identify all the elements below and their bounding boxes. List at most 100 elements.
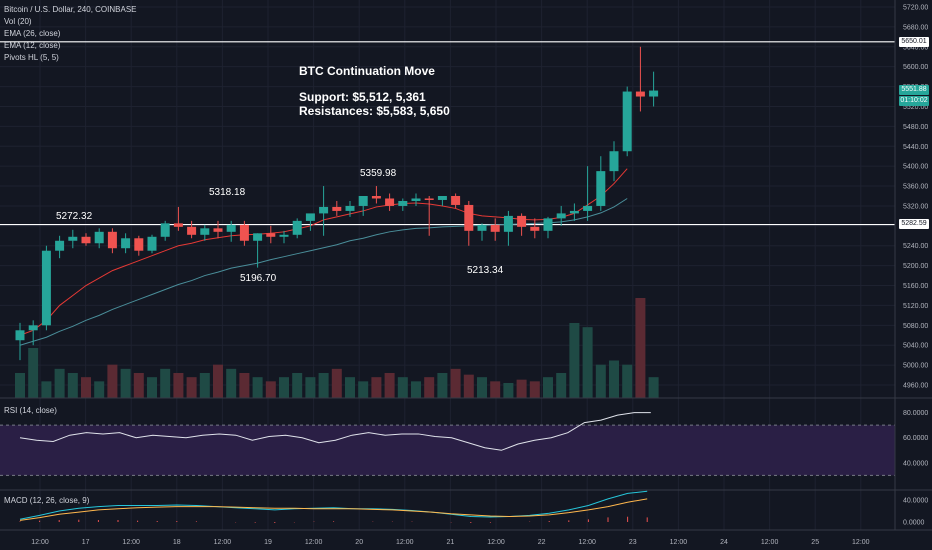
volume-bar <box>397 377 408 398</box>
candle-body <box>503 215 513 232</box>
price-axis-label: 5520.00 <box>903 104 928 111</box>
candle-body <box>239 224 249 241</box>
volume-bar <box>635 298 646 398</box>
volume-bar <box>41 381 52 398</box>
time-axis-label: 24 <box>720 539 728 546</box>
price-axis-label: 5040.00 <box>903 343 928 350</box>
volume-bar <box>331 368 342 398</box>
rsi-axis-label: 40.0000 <box>903 460 928 467</box>
volume-bar <box>147 377 157 398</box>
horizontal-lines[interactable] <box>0 41 895 226</box>
chart-legend: Bitcoin / U.S. Dollar, 240, COINBASE Vol… <box>4 4 137 64</box>
price-axis-label: 5480.00 <box>903 124 928 131</box>
headline-title: BTC Continuation Move <box>299 64 435 78</box>
pivot-label-5213: 5213.34 <box>467 265 504 276</box>
volume-bar <box>81 377 91 398</box>
candle-body <box>173 223 183 227</box>
headline-annotation: BTC Continuation Move Support: $5,512, 5… <box>299 64 450 118</box>
candle-body <box>187 226 197 235</box>
candle-body <box>15 330 25 341</box>
resistances-text: Resistances: $5,583, 5,650 <box>299 104 450 118</box>
candle-body <box>437 196 447 200</box>
candle-body <box>358 196 368 206</box>
current-price-tag: 5551.88 <box>899 85 929 95</box>
price-axis-label: 5000.00 <box>903 363 928 370</box>
time-axis-label: 12:00 <box>31 539 49 546</box>
price-axis-label: 5600.00 <box>903 64 928 71</box>
candle-body <box>266 233 276 237</box>
price-axis-label: 4960.00 <box>903 383 928 390</box>
candle-body <box>41 250 51 326</box>
price-axis-label: 5240.00 <box>903 243 928 250</box>
candle-body <box>517 215 527 227</box>
volume-bar <box>490 381 501 398</box>
rsi-pane-label[interactable]: RSI (14, close) <box>4 406 57 415</box>
time-axis-label: 12:00 <box>761 539 779 546</box>
volume-bar <box>173 373 184 398</box>
volume-bar <box>292 373 303 398</box>
time-axis-label: 12:00 <box>487 539 505 546</box>
volume-bar <box>450 368 461 398</box>
price-axis-label: 5080.00 <box>903 323 928 330</box>
candle-body <box>94 231 104 244</box>
volume-bar <box>94 381 105 398</box>
volume-bar <box>199 373 210 398</box>
candle-body <box>147 236 157 251</box>
ema12-indicator-label[interactable]: EMA (12, close) <box>4 41 61 50</box>
candle-body <box>107 231 117 249</box>
candle-body <box>477 224 487 231</box>
volume-bar <box>648 377 659 398</box>
volume-bar <box>160 368 171 398</box>
price-axis-label: 5440.00 <box>903 144 928 151</box>
candle-body <box>332 206 342 211</box>
candle-body <box>213 228 223 232</box>
volume-bar <box>411 381 421 398</box>
candle-body <box>28 325 38 331</box>
candle-body <box>81 236 91 244</box>
price-axis-label: 5680.00 <box>903 24 928 31</box>
candle-body <box>530 226 540 231</box>
volume-bar <box>345 377 355 398</box>
price-axis-label: 5400.00 <box>903 164 928 171</box>
volume-bar <box>609 360 619 398</box>
pivots-indicator-label[interactable]: Pivots HL (5, 5) <box>4 53 59 62</box>
macd-pane-label[interactable]: MACD (12, 26, close, 9) <box>4 496 90 505</box>
symbol-title[interactable]: Bitcoin / U.S. Dollar, 240, COINBASE <box>4 5 137 14</box>
ema26-indicator-label[interactable]: EMA (26, close) <box>4 29 61 38</box>
volume-bar <box>543 377 553 398</box>
volume-bar <box>477 377 487 398</box>
rsi-overbought-band <box>0 425 895 476</box>
candle-body <box>635 91 645 97</box>
volume-bar <box>371 377 382 398</box>
time-axis-label: 23 <box>629 539 637 546</box>
volume-bar <box>424 377 435 398</box>
volume-bar <box>569 323 580 398</box>
candle-body <box>160 223 170 237</box>
candle-body <box>121 238 131 249</box>
time-axis-label: 20 <box>355 539 363 546</box>
candle-body <box>556 213 566 219</box>
rsi-axis-label: 80.0000 <box>903 410 928 417</box>
candle-body <box>609 151 619 172</box>
candle-body <box>226 224 236 232</box>
volume-bar <box>133 373 144 398</box>
time-axis-label: 12:00 <box>122 539 140 546</box>
volume-bar <box>622 364 633 398</box>
volume-bar <box>252 377 263 398</box>
candle-body <box>371 196 381 199</box>
candle-body <box>68 236 78 241</box>
price-axis-label: 5640.00 <box>903 44 928 51</box>
candle-body <box>319 206 329 214</box>
candle-body <box>398 200 408 206</box>
time-axis-label: 19 <box>264 539 272 546</box>
candle-body <box>649 90 659 97</box>
countdown-tag: 01:10:02 <box>899 96 929 106</box>
rsi-band <box>0 424 895 476</box>
candle-body <box>200 228 210 235</box>
volume-bar <box>239 373 250 398</box>
time-axis-label: 25 <box>811 539 819 546</box>
vol-indicator-label[interactable]: Vol (20) <box>4 17 32 26</box>
time-axis-label: 18 <box>173 539 181 546</box>
candle-body <box>543 218 553 231</box>
